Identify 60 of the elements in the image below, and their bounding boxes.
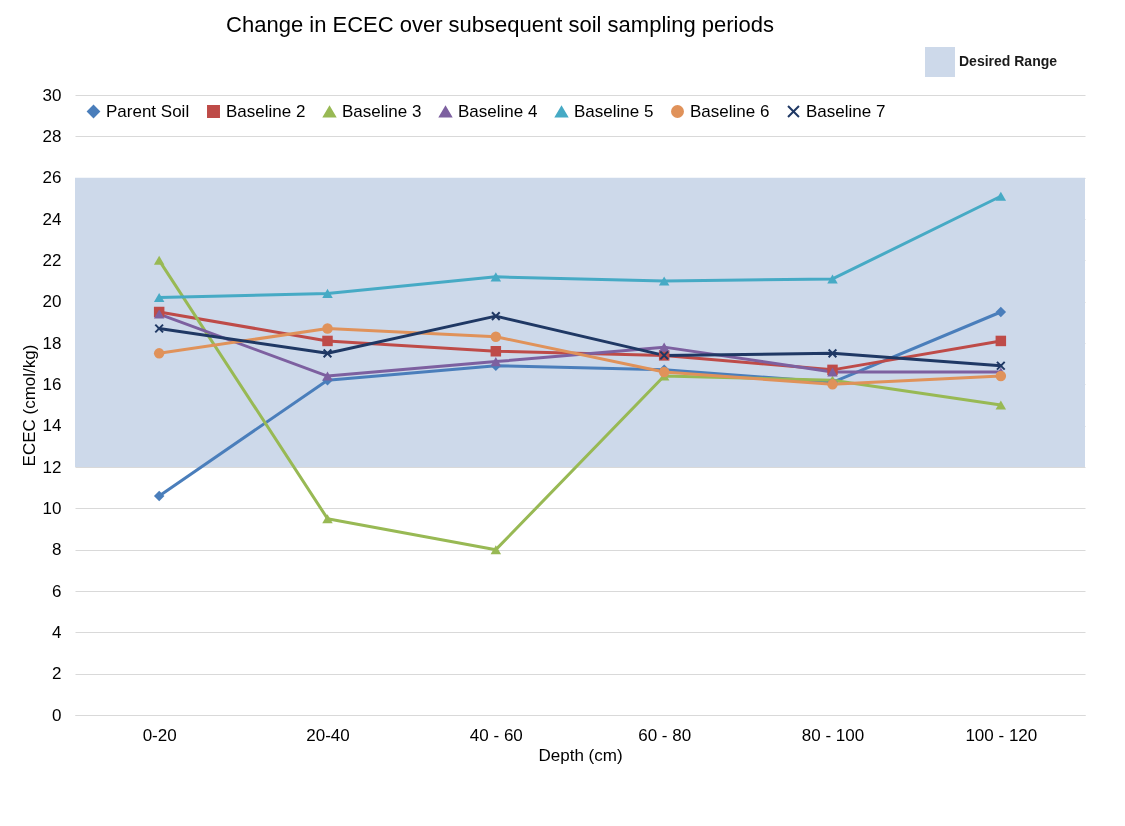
- point: [322, 335, 333, 347]
- y-tick-label: 22: [42, 250, 62, 270]
- legend-label: Baseline 6: [690, 101, 770, 121]
- legend-label: Baseline 7: [806, 101, 886, 121]
- x-tick-label: 80 - 100: [801, 725, 865, 745]
- point: [490, 357, 502, 367]
- point: [827, 274, 838, 284]
- y-tick-label: 4: [52, 622, 62, 642]
- point: [490, 331, 502, 343]
- point: [154, 323, 165, 334]
- point: [995, 360, 1006, 371]
- y-tick-label: 10: [42, 498, 62, 518]
- point: [153, 255, 165, 265]
- point: [995, 370, 1007, 382]
- point: [490, 545, 502, 555]
- y-tick-label: 12: [42, 457, 62, 477]
- point: [995, 400, 1007, 410]
- y-tick-label: 18: [42, 333, 62, 353]
- y-tick-label: 2: [52, 664, 62, 684]
- legend-label: Baseline 5: [574, 101, 654, 121]
- point: [995, 306, 1007, 318]
- point: [658, 276, 670, 286]
- legend-label: Desired Range: [959, 53, 1058, 69]
- legend-label: Baseline 2: [226, 101, 306, 121]
- point: [153, 490, 165, 502]
- y-tick-label: 20: [42, 292, 62, 312]
- y-tick-label: 6: [52, 581, 62, 601]
- x-axis-title: Depth (cm): [538, 745, 623, 765]
- point: [322, 514, 333, 524]
- point: [322, 323, 333, 334]
- point: [490, 311, 501, 322]
- y-tick-label: 30: [42, 85, 62, 105]
- point: [490, 346, 502, 357]
- point: [658, 342, 670, 352]
- x-tick-label: 20-40: [306, 725, 350, 745]
- y-tick-label: 24: [42, 209, 62, 229]
- point: [322, 371, 333, 381]
- y-tick-label: 8: [52, 540, 62, 560]
- point: [490, 272, 502, 282]
- point: [995, 335, 1007, 347]
- y-axis-title: ECEC (cmol/kg): [19, 344, 39, 467]
- x-tick-label: 60 - 80: [638, 725, 692, 745]
- legend-label: Baseline 3: [342, 101, 422, 121]
- x-tick-label: 100 - 120: [965, 725, 1038, 745]
- chart-title: Change in ECEC over subsequent soil sampling periods: [226, 12, 774, 37]
- point: [153, 292, 165, 303]
- legend-label: Parent Soil: [106, 101, 190, 121]
- y-tick-label: 14: [42, 416, 62, 436]
- y-tick-label: 26: [42, 168, 62, 188]
- legend-label: Baseline 4: [458, 101, 538, 121]
- y-tick-label: 0: [52, 705, 62, 725]
- point: [827, 348, 838, 359]
- point: [153, 348, 165, 359]
- y-tick-label: 16: [42, 374, 62, 394]
- point: [322, 288, 333, 298]
- x-tick-label: 0-20: [142, 725, 177, 745]
- y-tick-label: 28: [42, 126, 62, 146]
- x-tick-label: 40 - 60: [469, 725, 523, 745]
- point: [995, 191, 1007, 201]
- point: [322, 348, 333, 359]
